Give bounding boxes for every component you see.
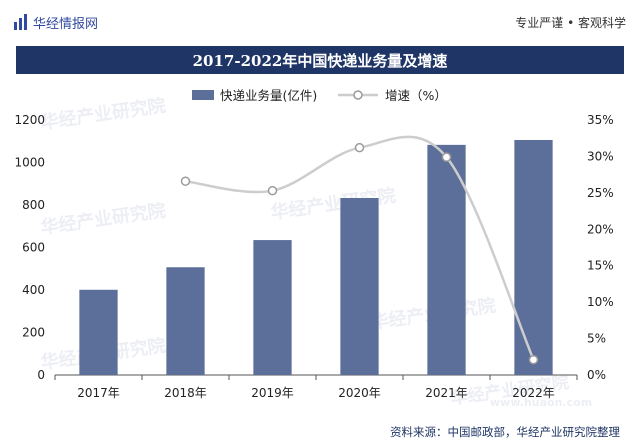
- legend-line-label: 增速（%）: [385, 88, 447, 103]
- x-tick-label: 2021年: [425, 386, 468, 400]
- bar: [427, 144, 466, 375]
- logo-bars-icon: [14, 14, 27, 30]
- legend: 快递业务量(亿件) 增速（%）: [192, 88, 447, 103]
- chart-title: 2017-2022年中国快递业务量及增速: [192, 51, 448, 70]
- chart-title-band: 2017-2022年中国快递业务量及增速: [16, 46, 624, 74]
- legend-bar-swatch: [192, 90, 214, 100]
- y-right-tick-label: 25%: [587, 186, 614, 200]
- growth-point: [528, 354, 539, 365]
- legend-line-marker: [353, 90, 363, 100]
- x-tick-label: 2022年: [512, 386, 555, 400]
- growth-line: [185, 135, 535, 361]
- logo: 华经情报网: [14, 13, 99, 32]
- y-right-tick-label: 35%: [587, 113, 614, 127]
- axes: 2017年 2018年 2019年 2020年 2021年 2022年 0 200 400 600…: [14, 113, 613, 400]
- y-left-tick-label: 1200: [14, 113, 45, 127]
- y-left-tick-label: 1000: [14, 156, 45, 170]
- x-tick-label: 2017年: [77, 386, 120, 400]
- logo-text: 华经情报网: [33, 16, 99, 32]
- x-tick-label: 2019年: [251, 386, 294, 400]
- growth-point: [267, 185, 278, 196]
- y-left-tick-label: 600: [22, 241, 45, 255]
- bar: [79, 289, 118, 375]
- y-right-tick-label: 20%: [587, 222, 614, 236]
- top-bar: 华经情报网 专业严谨 • 客观科学: [0, 0, 640, 40]
- y-left-tick-label: 0: [37, 368, 45, 382]
- growth-point: [441, 152, 452, 162]
- bar: [253, 240, 292, 375]
- y-right-tick-label: 0%: [587, 368, 606, 382]
- y-left-tick-label: 400: [22, 283, 45, 297]
- x-tick-label: 2018年: [164, 386, 207, 400]
- url-watermark: www.huaon.com: [490, 396, 593, 409]
- bar: [340, 197, 379, 375]
- growth-point: [354, 142, 365, 153]
- growth-point: [180, 176, 191, 186]
- y-right-tick-label: 5%: [587, 332, 606, 346]
- slogan: 专业严谨 • 客观科学: [515, 16, 626, 30]
- source-note: 资料来源：中国邮政部，华经产业研究院整理: [390, 425, 620, 439]
- y-right-tick-label: 30%: [587, 149, 614, 163]
- bar: [166, 267, 205, 375]
- y-left-tick-label: 200: [22, 326, 45, 340]
- y-left-tick-label: 800: [22, 198, 45, 212]
- y-right-tick-label: 10%: [587, 295, 614, 309]
- y-right-tick-label: 15%: [587, 259, 614, 273]
- bar-series: [79, 139, 553, 375]
- bar: [514, 139, 553, 375]
- legend-bar-label: 快递业务量(亿件): [220, 88, 317, 103]
- x-tick-label: 2020年: [338, 386, 381, 400]
- line-series: [180, 135, 539, 365]
